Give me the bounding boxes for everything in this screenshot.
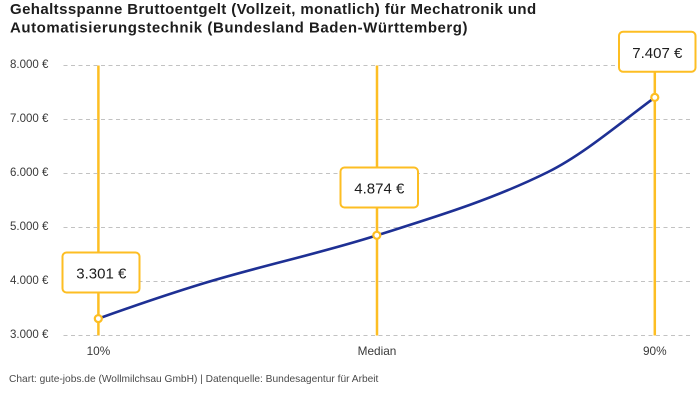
svg-text:3.000 €: 3.000 € bbox=[10, 329, 49, 341]
svg-text:4.874 €: 4.874 € bbox=[354, 181, 405, 198]
svg-text:6.000 €: 6.000 € bbox=[10, 167, 49, 179]
svg-text:Gehaltsspanne Bruttoentgelt (V: Gehaltsspanne Bruttoentgelt (Vollzeit, m… bbox=[10, 1, 537, 18]
svg-text:4.000 €: 4.000 € bbox=[10, 275, 49, 287]
svg-text:Automatisierungstechnik (Bunde: Automatisierungstechnik (Bundesland Bade… bbox=[10, 19, 468, 36]
svg-text:10%: 10% bbox=[87, 344, 111, 358]
svg-text:8.000 €: 8.000 € bbox=[10, 59, 49, 71]
svg-text:7.407 €: 7.407 € bbox=[632, 45, 683, 62]
svg-text:90%: 90% bbox=[643, 344, 667, 358]
svg-text:7.000 €: 7.000 € bbox=[10, 113, 49, 125]
svg-text:Chart: gute-jobs.de (Wollmilch: Chart: gute-jobs.de (Wollmilchsau GmbH) … bbox=[9, 374, 379, 385]
svg-text:5.000 €: 5.000 € bbox=[10, 221, 49, 233]
svg-text:3.301 €: 3.301 € bbox=[76, 266, 127, 283]
svg-text:Median: Median bbox=[358, 344, 397, 358]
